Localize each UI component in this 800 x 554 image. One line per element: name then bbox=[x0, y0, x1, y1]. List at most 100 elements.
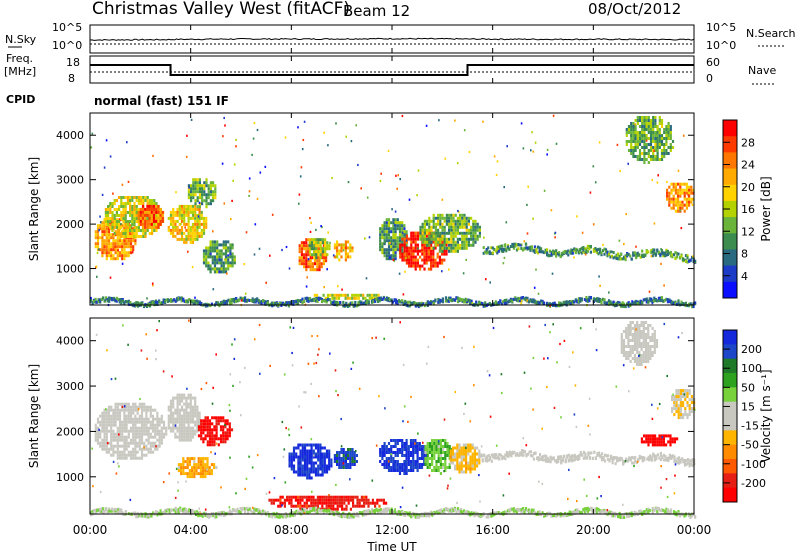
data-cell bbox=[290, 300, 293, 304]
data-cell bbox=[416, 302, 419, 306]
data-cell bbox=[409, 445, 413, 448]
data-cell bbox=[334, 300, 337, 304]
data-cell bbox=[123, 447, 126, 451]
data-cell bbox=[672, 200, 675, 204]
data-cell bbox=[94, 423, 97, 427]
data-cell bbox=[323, 446, 326, 450]
data-cell bbox=[396, 442, 399, 445]
data-cell bbox=[450, 243, 453, 247]
data-cell bbox=[428, 448, 431, 451]
data-cell bbox=[180, 204, 184, 208]
data-cell bbox=[634, 140, 637, 143]
data-cell bbox=[190, 118, 193, 121]
data-cell bbox=[434, 261, 437, 265]
data-cell bbox=[621, 257, 624, 261]
data-cell bbox=[342, 243, 345, 247]
data-cell bbox=[152, 213, 156, 217]
data-cell bbox=[229, 261, 232, 265]
data-cell bbox=[306, 467, 309, 471]
data-cell bbox=[688, 191, 691, 195]
data-cell bbox=[222, 135, 224, 138]
data-cell bbox=[409, 460, 413, 463]
data-cell bbox=[194, 296, 196, 299]
data-cell bbox=[90, 296, 92, 300]
data-cell bbox=[187, 432, 190, 436]
data-cell bbox=[110, 435, 113, 439]
data-cell bbox=[412, 445, 415, 448]
data-cell bbox=[189, 414, 192, 418]
data-cell bbox=[180, 237, 184, 241]
data-cell bbox=[349, 246, 352, 250]
data-cell bbox=[204, 469, 207, 473]
data-cell bbox=[176, 396, 179, 400]
data-cell bbox=[122, 196, 125, 199]
data-cell bbox=[393, 299, 396, 302]
data-cell bbox=[104, 214, 107, 217]
data-cell bbox=[309, 262, 312, 266]
data-cell bbox=[177, 463, 180, 467]
data-cell bbox=[172, 420, 175, 424]
data-cell bbox=[379, 239, 382, 243]
data-cell bbox=[135, 235, 138, 238]
data-cell bbox=[428, 234, 431, 238]
data-cell bbox=[439, 460, 442, 463]
data-cell bbox=[178, 231, 181, 235]
data-cell bbox=[323, 455, 326, 459]
data-cell bbox=[632, 125, 635, 128]
data-cell bbox=[189, 405, 192, 409]
data-cell bbox=[454, 234, 457, 238]
data-cell bbox=[419, 302, 422, 306]
data-cell bbox=[112, 429, 115, 433]
data-cell bbox=[321, 250, 324, 254]
data-cell bbox=[579, 250, 582, 254]
data-cell bbox=[387, 254, 391, 258]
data-cell bbox=[625, 140, 628, 143]
data-cell bbox=[172, 396, 175, 400]
data-cell bbox=[134, 432, 137, 436]
data-cell bbox=[195, 299, 198, 303]
data-cell bbox=[679, 206, 682, 210]
data-cell bbox=[127, 450, 130, 454]
data-cell bbox=[331, 176, 333, 180]
data-cell bbox=[484, 301, 487, 305]
data-cell bbox=[198, 196, 201, 200]
data-cell bbox=[573, 247, 576, 251]
data-cell bbox=[428, 466, 431, 469]
data-cell bbox=[150, 216, 153, 220]
data-cell bbox=[132, 447, 135, 451]
data-cell bbox=[307, 297, 310, 301]
data-cell bbox=[424, 451, 427, 454]
data-cell bbox=[200, 434, 203, 438]
data-cell bbox=[155, 210, 158, 214]
data-cell bbox=[485, 278, 487, 281]
data-cell bbox=[437, 228, 440, 232]
data-cell bbox=[654, 155, 657, 158]
data-cell bbox=[679, 182, 682, 186]
data-cell bbox=[680, 227, 683, 230]
data-cell bbox=[452, 246, 455, 250]
data-cell bbox=[370, 293, 374, 297]
data-cell bbox=[604, 248, 608, 252]
data-cell bbox=[169, 420, 173, 424]
data-cell bbox=[298, 250, 301, 254]
data-cell bbox=[105, 444, 108, 448]
data-cell bbox=[383, 251, 386, 255]
data-cell bbox=[222, 246, 225, 250]
data-cell bbox=[129, 205, 132, 208]
data-cell bbox=[203, 187, 206, 191]
data-cell bbox=[178, 423, 181, 427]
data-cell bbox=[660, 149, 664, 152]
data-cell bbox=[384, 241, 386, 244]
data-cell bbox=[127, 402, 130, 406]
data-cell bbox=[180, 469, 183, 473]
data-cell bbox=[312, 498, 315, 502]
data-cell bbox=[565, 251, 568, 255]
data-cell bbox=[191, 396, 195, 400]
data-cell bbox=[301, 452, 304, 456]
data-cell bbox=[317, 253, 320, 257]
data-cell bbox=[292, 446, 296, 450]
data-cell bbox=[200, 213, 203, 217]
data-cell bbox=[205, 264, 208, 268]
data-cell bbox=[399, 246, 402, 250]
data-cell bbox=[260, 301, 263, 305]
